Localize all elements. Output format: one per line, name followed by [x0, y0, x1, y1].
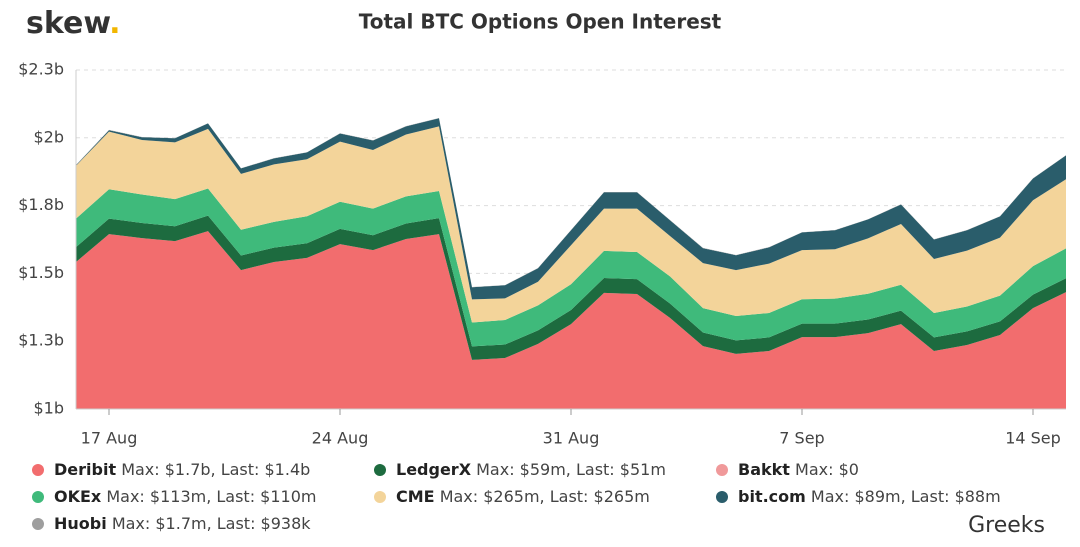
y-tick-label: $1.3b	[18, 331, 64, 350]
legend-name: Deribit	[54, 460, 116, 479]
logo-text: skew	[26, 6, 110, 41]
legend-entry: Bakkt Max: $0	[738, 460, 859, 479]
logo: skew.	[26, 6, 121, 41]
y-tick-label: $1.5b	[18, 263, 64, 282]
legend-name: LedgerX	[396, 460, 472, 479]
legend-stats: Max: $1.7m, Last: $938k	[112, 514, 311, 533]
legend-swatch	[716, 464, 728, 476]
y-tick-label: $1.8b	[18, 195, 64, 214]
legend-entry: bit.com Max: $89m, Last: $88m	[738, 487, 1001, 506]
legend-name: OKEx	[54, 487, 102, 506]
legend-entry: CME Max: $265m, Last: $265m	[396, 487, 650, 506]
legend-stats: Max: $1.7b, Last: $1.4b	[121, 460, 310, 479]
legend-stats: Max: $265m, Last: $265m	[440, 487, 650, 506]
x-tick-label: 14 Sep	[1005, 429, 1061, 448]
y-tick-label: $1b	[33, 399, 64, 418]
x-tick-label: 17 Aug	[81, 429, 138, 448]
legend-entry: Huobi Max: $1.7m, Last: $938k	[54, 514, 311, 533]
area	[76, 126, 1066, 323]
legend-swatch	[32, 518, 44, 530]
watermark: Greeks	[968, 513, 1045, 538]
legend-name: bit.com	[738, 487, 806, 506]
legend-name: Huobi	[54, 514, 107, 533]
legend: Deribit Max: $1.7b, Last: $1.4b LedgerX M…	[32, 460, 1001, 533]
y-tick-label: $2.3b	[18, 60, 64, 79]
legend-stats: Max: $0	[795, 460, 859, 479]
plot-area: $1b $1.3b $1.5b $1.8b $2b $2.3b 17 Aug 24 Aug 31…	[18, 60, 1066, 448]
chart-title: Total BTC Options Open Interest	[359, 10, 722, 34]
legend-entry: OKEx Max: $113m, Last: $110m	[54, 487, 316, 506]
legend-stats: Max: $89m, Last: $88m	[811, 487, 1001, 506]
legend-stats: Max: $113m, Last: $110m	[106, 487, 316, 506]
logo-dot: .	[109, 6, 120, 41]
area	[76, 215, 1066, 360]
legend-swatch	[32, 464, 44, 476]
legend-stats: Max: $59m, Last: $51m	[476, 460, 666, 479]
legend-name: Bakkt	[738, 460, 790, 479]
x-tick-label: 24 Aug	[312, 429, 369, 448]
x-tick-label: 7 Sep	[779, 429, 824, 448]
area	[76, 188, 1066, 347]
area	[76, 231, 1066, 409]
x-tick-label: 31 Aug	[543, 429, 600, 448]
legend-swatch	[32, 491, 44, 503]
legend-swatch	[374, 491, 386, 503]
legend-swatch	[374, 464, 386, 476]
legend-entry: Deribit Max: $1.7b, Last: $1.4b	[54, 460, 310, 479]
y-tick-label: $2b	[33, 127, 64, 146]
legend-swatch	[716, 491, 728, 503]
legend-entry: LedgerX Max: $59m, Last: $51m	[396, 460, 666, 479]
legend-name: CME	[396, 487, 435, 506]
